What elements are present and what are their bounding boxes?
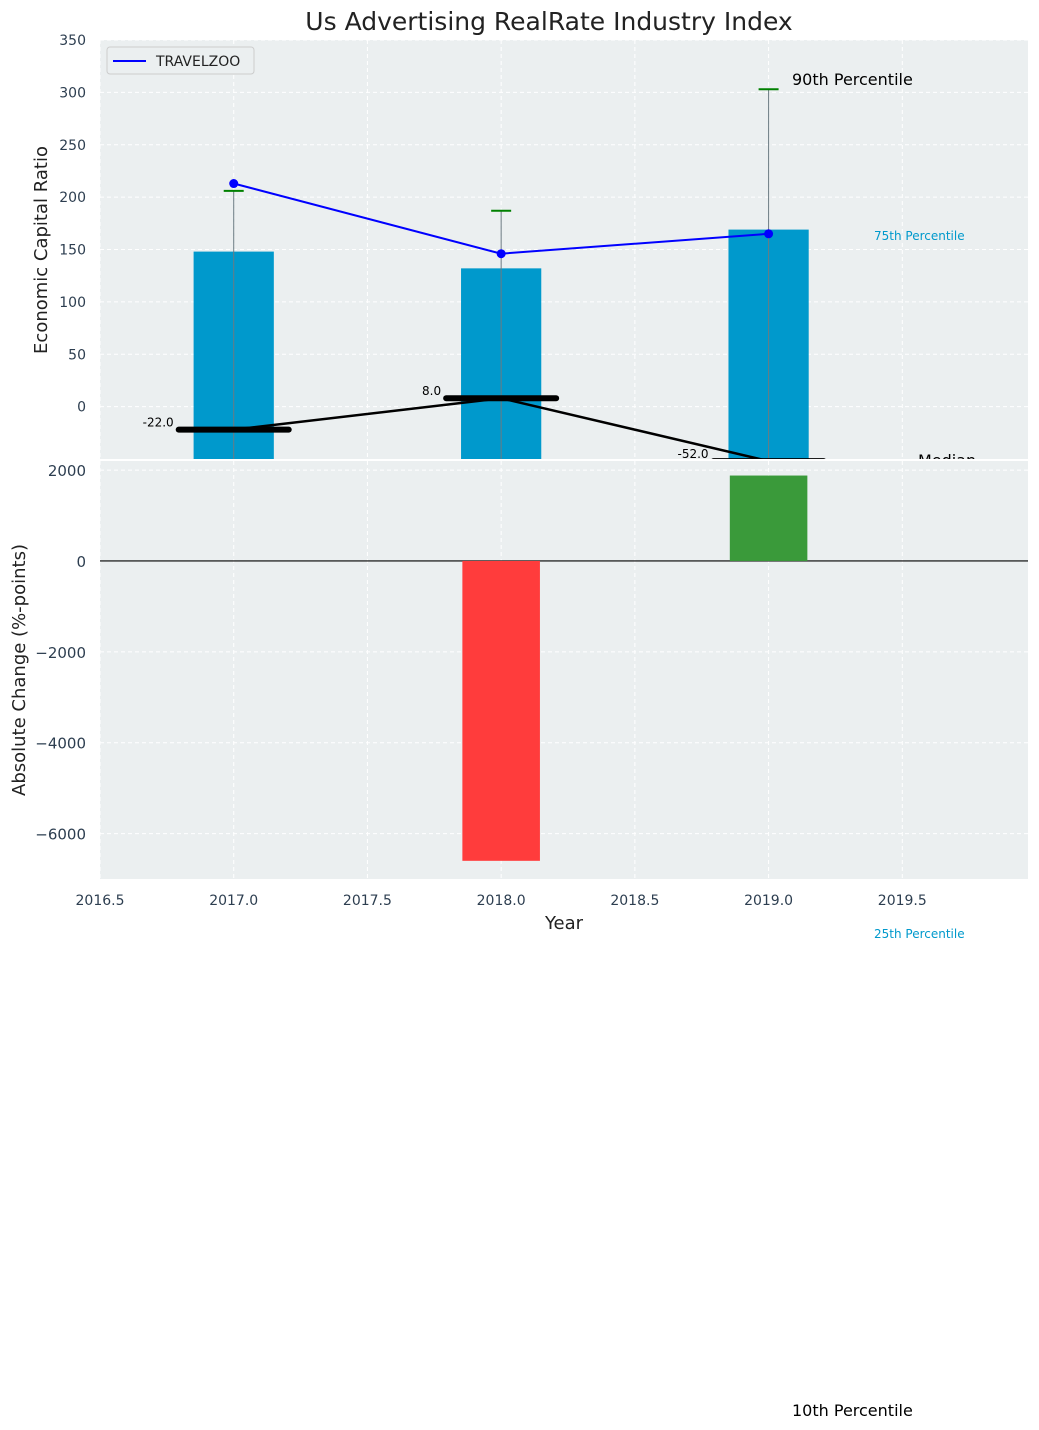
top-y-tick-label: 200 (59, 190, 86, 206)
bottom-y-ticks: 2000 0 −2000 −4000 −6000 (35, 462, 86, 843)
bottom-y-tick-label: −2000 (35, 644, 86, 662)
bottom-bars (462, 475, 808, 861)
x-tick-label: 2016.5 (76, 893, 125, 909)
top-y-tick-label: 150 (59, 243, 86, 259)
x-tick-label: 2019.0 (744, 893, 793, 909)
annotation-25th-percentile: 25th Percentile (874, 927, 965, 941)
top-y-axis-label: Economic Capital Ratio (31, 146, 52, 354)
bottom-y-tick-label: −4000 (35, 735, 86, 753)
travelzoo-point (229, 179, 239, 189)
annotation-10th-percentile: 10th Percentile (792, 1401, 913, 1420)
bottom-y-axis-label: Absolute Change (%-points) (9, 544, 30, 796)
x-tick-label: 2017.0 (209, 893, 258, 909)
top-y-tick-label: 100 (59, 295, 86, 311)
x-tick-label: 2018.5 (610, 893, 659, 909)
change-bar-positive (729, 475, 808, 561)
median-value-label: -52.0 (678, 447, 709, 461)
bottom-grid (99, 461, 1028, 879)
top-y-ticks: 0 50 100 150 200 250 300 350 (59, 33, 86, 416)
top-y-tick-label: 0 (77, 400, 86, 416)
legend: TRAVELZOO (106, 46, 255, 75)
x-tick-label: 2019.5 (878, 893, 927, 909)
top-y-tick-label: 250 (59, 138, 86, 154)
bottom-plot-area (100, 461, 1028, 879)
top-y-tick-label: 50 (68, 347, 86, 363)
legend-box (106, 46, 255, 75)
annotation-75th-percentile: 75th Percentile (874, 229, 965, 243)
bottom-y-tick-label: 0 (76, 553, 86, 571)
x-axis-label: Year (544, 913, 584, 934)
top-y-tick-label: 350 (59, 33, 86, 49)
travelzoo-point (764, 229, 774, 239)
travelzoo-point (496, 249, 506, 259)
annotation-90th-percentile: 90th Percentile (792, 70, 913, 89)
median-line-group: -22.0 8.0 -52.0 (143, 384, 826, 461)
x-tick-label: 2018.0 (477, 893, 526, 909)
x-tick-label: 2017.5 (343, 893, 392, 909)
bottom-y-tick-label: 2000 (48, 462, 86, 480)
bottom-y-tick-label: −6000 (35, 826, 86, 844)
change-bar-negative (462, 560, 540, 861)
top-y-tick-label: 300 (59, 85, 86, 101)
median-value-label: 8.0 (422, 384, 441, 398)
top-whiskers (223, 88, 779, 459)
travelzoo-line-group (229, 179, 774, 259)
chart-title: Us Advertising RealRate Industry Index (305, 7, 792, 36)
legend-label-travelzoo: TRAVELZOO (155, 54, 240, 70)
median-value-label: -22.0 (143, 416, 174, 430)
bottom-x-ticks: 2016.5 2017.0 2017.5 2018.0 2018.5 2019.0 2019… (76, 893, 927, 909)
